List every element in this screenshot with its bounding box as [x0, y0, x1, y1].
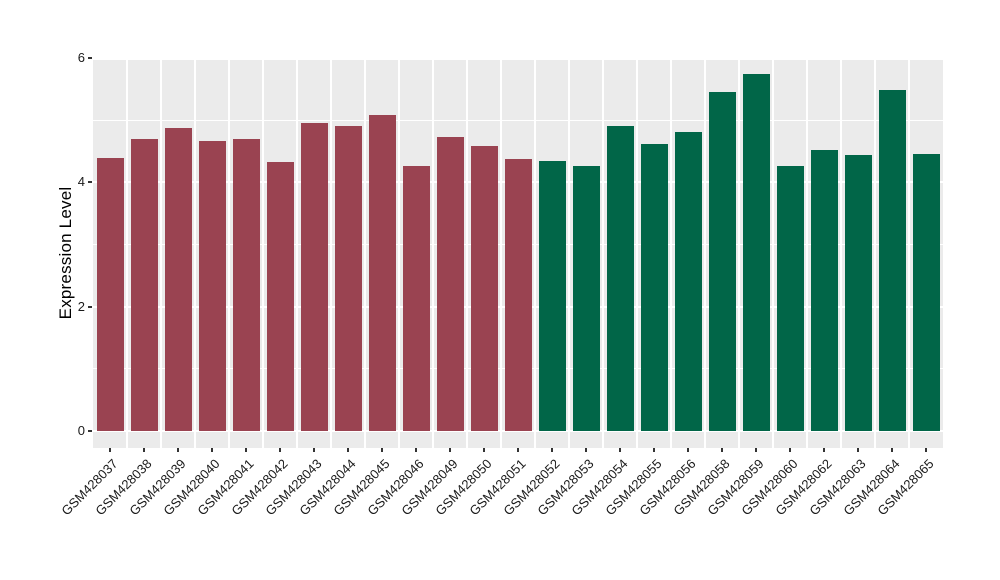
x-tick-mark — [653, 448, 655, 452]
bar-GSM428045 — [368, 114, 396, 431]
vertical-gridline — [295, 58, 299, 448]
major-gridline-y6 — [93, 58, 943, 60]
bar-GSM428044 — [334, 125, 362, 431]
minor-gridline-y5 — [93, 119, 943, 121]
x-tick-mark — [449, 448, 451, 452]
x-tick-mark — [687, 448, 689, 452]
bar-GSM428039 — [164, 127, 192, 431]
vertical-gridline — [669, 58, 673, 448]
bar-GSM428050 — [470, 145, 498, 431]
bar-GSM428053 — [572, 165, 600, 431]
bar-GSM428043 — [300, 123, 328, 431]
bar-GSM428060 — [776, 165, 804, 431]
bar-GSM428037 — [96, 158, 124, 431]
y-tick-mark — [88, 430, 92, 432]
vertical-gridline — [499, 58, 503, 448]
major-gridline-y0 — [93, 430, 943, 432]
vertical-gridline — [431, 58, 435, 448]
x-tick-mark — [891, 448, 893, 452]
vertical-gridline — [193, 58, 197, 448]
bar-GSM428059 — [742, 74, 770, 431]
x-tick-mark — [415, 448, 417, 452]
bar-GSM428064 — [878, 89, 906, 431]
x-tick-mark — [789, 448, 791, 452]
vertical-gridline — [465, 58, 469, 448]
x-tick-mark — [211, 448, 213, 452]
y-tick-label: 6 — [77, 49, 85, 65]
vertical-gridline — [125, 58, 129, 448]
x-tick-mark — [279, 448, 281, 452]
x-tick-mark — [857, 448, 859, 452]
vertical-gridline — [635, 58, 639, 448]
y-tick-mark — [88, 181, 92, 184]
x-tick-mark — [245, 448, 247, 452]
bar-GSM428063 — [844, 154, 872, 431]
x-tick-mark — [109, 448, 111, 452]
vertical-gridline — [771, 58, 775, 448]
x-tick-mark — [517, 448, 519, 452]
plot-panel — [93, 58, 943, 448]
x-tick-mark — [755, 448, 757, 452]
vertical-gridline — [567, 58, 571, 448]
vertical-gridline — [839, 58, 843, 448]
x-tick-mark — [483, 448, 485, 452]
x-tick-mark — [925, 448, 927, 452]
x-tick-mark — [313, 448, 315, 452]
x-tick-mark — [347, 448, 349, 452]
bar-GSM428042 — [266, 162, 294, 431]
y-tick-mark — [88, 305, 92, 308]
bar-GSM428049 — [436, 136, 464, 431]
vertical-gridline — [703, 58, 707, 448]
vertical-gridline — [261, 58, 265, 448]
x-tick-mark — [381, 448, 383, 452]
vertical-gridline — [907, 58, 911, 448]
y-tick-label: 4 — [77, 174, 85, 190]
bar-GSM428058 — [708, 91, 736, 431]
bar-GSM428051 — [504, 158, 532, 431]
vertical-gridline — [805, 58, 809, 448]
bar-GSM428046 — [402, 166, 430, 431]
vertical-gridline — [737, 58, 741, 448]
vertical-gridline — [397, 58, 401, 448]
vertical-gridline — [329, 58, 333, 448]
vertical-gridline — [227, 58, 231, 448]
x-tick-mark — [721, 448, 723, 452]
vertical-gridline — [873, 58, 877, 448]
x-tick-mark — [143, 448, 145, 452]
y-tick-mark — [88, 56, 92, 59]
bar-GSM428040 — [198, 140, 226, 431]
x-tick-mark — [823, 448, 825, 452]
bar-GSM428056 — [674, 131, 702, 431]
x-tick-mark — [619, 448, 621, 452]
x-tick-mark — [551, 448, 553, 452]
y-tick-label: 0 — [77, 423, 85, 438]
vertical-gridline — [159, 58, 163, 448]
y-tick-label: 2 — [77, 298, 85, 314]
bar-GSM428038 — [130, 138, 158, 431]
x-tick-mark — [177, 448, 179, 452]
bar-GSM428055 — [640, 144, 668, 431]
vertical-gridline — [601, 58, 605, 448]
x-tick-mark — [585, 448, 587, 452]
vertical-gridline — [363, 58, 367, 448]
bar-GSM428054 — [606, 125, 634, 431]
vertical-gridline — [533, 58, 537, 448]
bar-GSM428052 — [538, 160, 566, 431]
bar-GSM428041 — [232, 138, 260, 431]
bar-GSM428062 — [810, 150, 838, 431]
bar-GSM428065 — [912, 154, 940, 431]
